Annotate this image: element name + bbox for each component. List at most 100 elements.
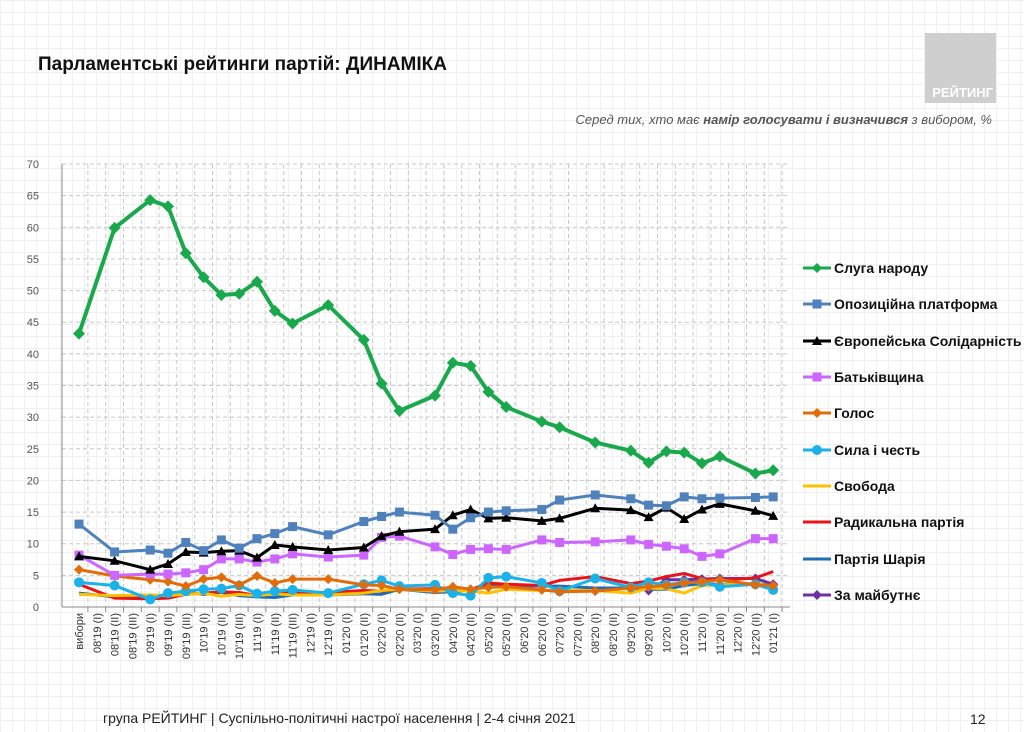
data-point-square: [812, 372, 822, 382]
data-point-square: [483, 507, 493, 517]
x-tick-label: 03'20 (II): [430, 613, 442, 656]
data-point-diamond: [812, 408, 822, 419]
data-point-square: [483, 544, 493, 554]
data-point-square: [216, 535, 226, 545]
data-point-diamond: [590, 586, 601, 597]
x-tick-label: 11'19 (III): [288, 613, 300, 658]
data-point-square: [501, 506, 511, 516]
y-tick-label: 30: [27, 412, 39, 424]
data-point-triangle: [447, 510, 458, 520]
data-point-triangle: [252, 552, 262, 562]
y-tick-label: 45: [27, 317, 39, 329]
x-tick-label: 11'20 (II): [715, 613, 727, 655]
data-point-square: [199, 546, 209, 556]
data-point-diamond: [323, 574, 334, 585]
data-point-square: [697, 494, 707, 504]
data-point-diamond: [357, 333, 370, 346]
data-point-square: [270, 554, 280, 564]
data-point-square: [288, 522, 298, 532]
data-point-diamond: [554, 586, 565, 597]
data-point-triangle: [750, 505, 761, 515]
legend-label: Європейська Солідарність: [834, 332, 1022, 349]
data-point-diamond: [269, 577, 280, 588]
data-point-diamond: [180, 581, 191, 592]
data-point-square: [679, 544, 689, 554]
data-point-diamond: [749, 467, 762, 480]
data-point-circle: [252, 588, 262, 599]
data-point-diamond: [483, 582, 494, 593]
data-point-diamond: [661, 580, 672, 591]
data-point-square: [626, 535, 636, 545]
x-tick-label: 10'19 (II): [216, 613, 228, 656]
data-point-circle: [536, 577, 547, 588]
x-tick-label: 08'19 (III): [127, 613, 139, 659]
data-point-square: [555, 537, 565, 547]
data-point-circle: [198, 584, 209, 595]
page-title: Парламентські рейтинги партій: ДИНАМІКА: [38, 54, 447, 75]
data-point-square: [323, 530, 333, 540]
legend-item: Європейська Солідарність: [802, 323, 1022, 359]
data-point-circle: [483, 572, 494, 583]
x-tick-label: вибори: [74, 613, 86, 650]
data-point-diamond: [286, 317, 299, 330]
y-tick-label: 40: [27, 349, 39, 361]
data-point-diamond: [179, 247, 192, 260]
data-point-square: [110, 570, 120, 580]
data-point-square: [181, 568, 191, 578]
x-tick-label: 05'20 (I): [483, 613, 495, 653]
subtitle-bold: намір голосувати і визначився: [703, 112, 909, 127]
data-point-square: [359, 517, 369, 527]
x-tick-label: 09'20 (I): [626, 613, 638, 653]
x-tick-label: 08'19 (I): [92, 613, 104, 653]
series-Батьківщина: [74, 531, 778, 580]
chart-legend: Слуга народу Опозиційна платформа Європейс…: [802, 250, 1022, 613]
legend-swatch: [803, 557, 831, 561]
data-point-triangle: [145, 564, 156, 574]
legend-item: Сила і честь: [802, 431, 1022, 467]
x-tick-label: 10'19 (I): [199, 613, 211, 653]
data-point-circle: [812, 444, 822, 455]
data-point-diamond: [394, 584, 405, 595]
data-point-square: [163, 569, 173, 579]
data-point-diamond: [643, 581, 654, 592]
data-point-diamond: [430, 584, 440, 595]
x-tick-label: 12'19 (I): [305, 613, 317, 653]
data-point-diamond: [446, 356, 459, 369]
data-point-diamond: [108, 221, 121, 234]
legend-label: Опозиційна платформа: [834, 296, 998, 313]
legend-item: За майбутнє: [802, 577, 1022, 613]
legend-label: Сила і честь: [834, 441, 921, 458]
data-point-diamond: [268, 304, 281, 317]
data-point-circle: [180, 586, 191, 597]
legend-swatch: [803, 520, 831, 524]
legend-item: Слуга народу: [802, 250, 1022, 286]
data-point-circle: [465, 590, 476, 601]
data-point-triangle: [483, 513, 494, 523]
legend-label: Слуга народу: [834, 260, 929, 277]
y-tick-label: 60: [27, 222, 39, 234]
data-point-diamond: [501, 581, 512, 592]
x-tick-label: 10'20 (I): [661, 613, 673, 653]
data-point-square: [679, 492, 689, 502]
data-point-triangle: [216, 546, 227, 556]
x-tick-label: 12'20 (II): [750, 613, 762, 656]
x-tick-label: 09'20 (II): [644, 613, 656, 656]
subtitle-text: Серед тих, хто має: [575, 112, 704, 127]
data-point-square: [394, 531, 404, 541]
data-point-triangle: [625, 505, 636, 515]
data-point-square: [466, 513, 476, 523]
data-point-diamond: [252, 570, 262, 581]
x-tick-label: 10'19 (III): [234, 613, 246, 659]
y-tick-label: 35: [27, 381, 39, 393]
data-point-diamond: [642, 456, 655, 469]
x-tick-label: 11'19 (I): [252, 613, 264, 652]
data-point-square: [590, 537, 600, 547]
data-point-triangle: [501, 512, 512, 522]
x-tick-label: 07'20 (II): [572, 613, 584, 656]
data-point-diamond: [358, 579, 369, 590]
data-point-square: [661, 501, 671, 511]
y-tick-label: 15: [27, 507, 39, 519]
series-Слуга народу: [73, 194, 780, 480]
data-point-diamond: [376, 580, 387, 591]
